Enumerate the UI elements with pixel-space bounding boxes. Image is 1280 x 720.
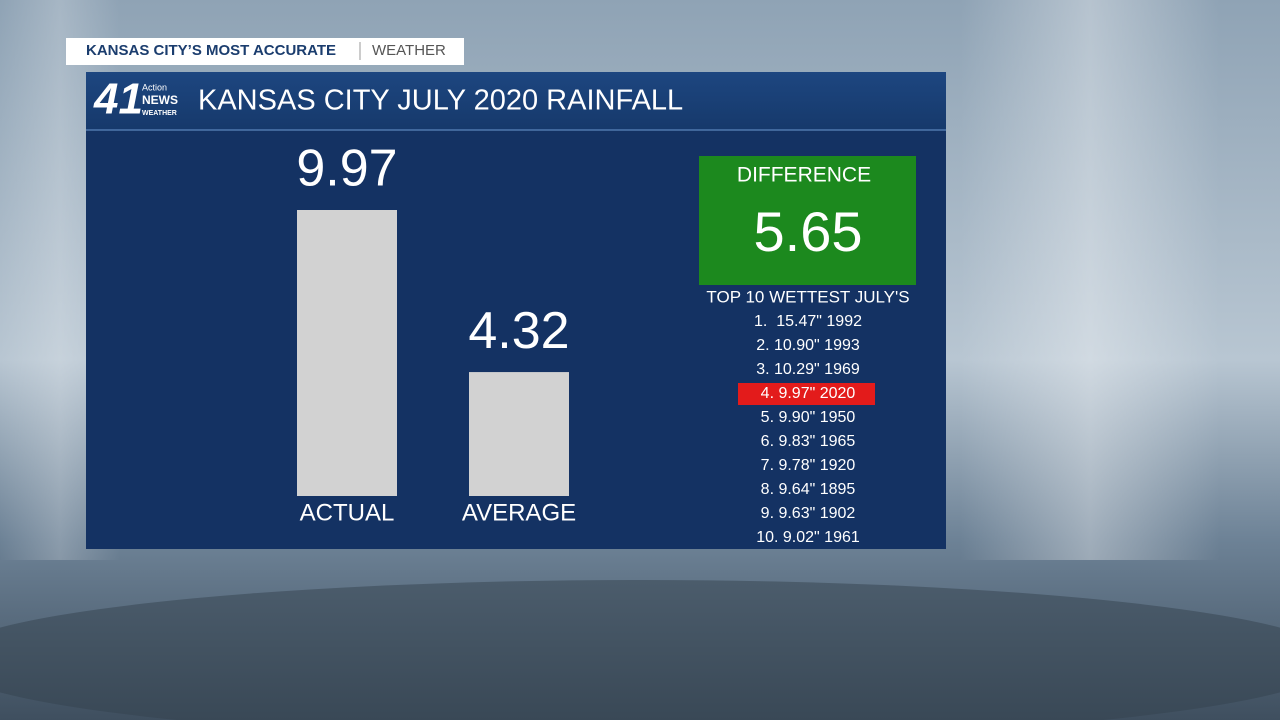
header-tab	[66, 38, 464, 65]
list-item: 2. 10.90" 1993	[756, 337, 860, 354]
bar	[297, 210, 397, 496]
category-label: AVERAGE	[462, 499, 576, 526]
difference-box	[699, 156, 916, 285]
list-item: 10. 9.02" 1961	[756, 529, 860, 546]
header-brand: KANSAS CITY’S MOST ACCURATE	[86, 42, 336, 59]
list-item: 8. 9.64" 1895	[761, 481, 856, 498]
value-label: 9.97	[296, 140, 397, 198]
logo-text: Action	[142, 82, 167, 92]
puddle	[0, 580, 1280, 720]
difference-label: DIFFERENCE	[737, 164, 871, 187]
category-label: ACTUAL	[300, 499, 395, 526]
list-item: 4. 9.97" 2020	[761, 385, 856, 402]
logo-number: 41	[93, 75, 143, 124]
logo-text: NEWS	[142, 93, 178, 107]
rain-streak	[960, 0, 1220, 560]
difference-value: 5.65	[754, 200, 863, 263]
header-section: WEATHER	[372, 42, 446, 59]
bar	[469, 372, 569, 496]
list-item: 5. 9.90" 1950	[761, 409, 856, 426]
highlight	[738, 383, 875, 405]
logo-text: WEATHER	[142, 110, 177, 117]
list-item: 1. 15.47" 1992	[754, 313, 862, 330]
list-item: 7. 9.78" 1920	[761, 457, 856, 474]
list-item: 9. 9.63" 1902	[761, 505, 856, 522]
value-label: 4.32	[468, 302, 569, 360]
list-item: 3. 10.29" 1969	[756, 361, 860, 378]
chart-title: KANSAS CITY JULY 2020 RAINFALL	[198, 85, 683, 117]
list-title: TOP 10 WETTEST JULY'S	[706, 287, 909, 306]
list-item: 6. 9.83" 1965	[761, 433, 856, 450]
title-bar	[86, 72, 946, 130]
